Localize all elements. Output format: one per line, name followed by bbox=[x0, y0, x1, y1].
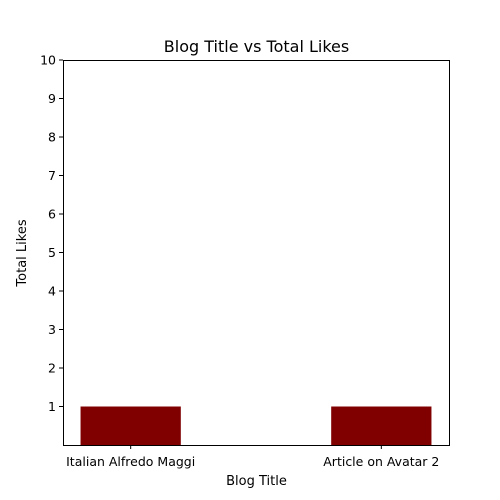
y-tick-label: 9 bbox=[48, 91, 56, 106]
x-axis-ticks: Italian Alfredo Maggi Article on Avatar 2 bbox=[66, 445, 439, 469]
y-tick-label: 5 bbox=[48, 245, 56, 260]
bars-group bbox=[81, 407, 432, 446]
y-tick-label: 7 bbox=[48, 168, 56, 183]
x-axis-label: Blog Title bbox=[226, 474, 287, 489]
y-axis-label: Total Likes bbox=[15, 219, 30, 287]
y-tick-label: 6 bbox=[48, 207, 56, 222]
y-tick-label: 10 bbox=[40, 53, 56, 68]
x-tick-label: Article on Avatar 2 bbox=[323, 454, 439, 469]
y-tick-label: 8 bbox=[48, 130, 56, 145]
y-tick-label: 1 bbox=[48, 399, 56, 414]
bar-1 bbox=[331, 407, 431, 446]
chart-title: Blog Title vs Total Likes bbox=[164, 37, 349, 56]
plot-area-frame bbox=[64, 61, 450, 446]
y-tick-label: 4 bbox=[48, 284, 56, 299]
y-tick-label: 3 bbox=[48, 322, 56, 337]
x-tick-label: Italian Alfredo Maggi bbox=[66, 454, 195, 469]
y-axis-ticks: 1 2 3 4 5 6 7 8 9 10 bbox=[40, 53, 63, 415]
y-tick-label: 2 bbox=[48, 361, 56, 376]
bar-0 bbox=[81, 407, 181, 446]
